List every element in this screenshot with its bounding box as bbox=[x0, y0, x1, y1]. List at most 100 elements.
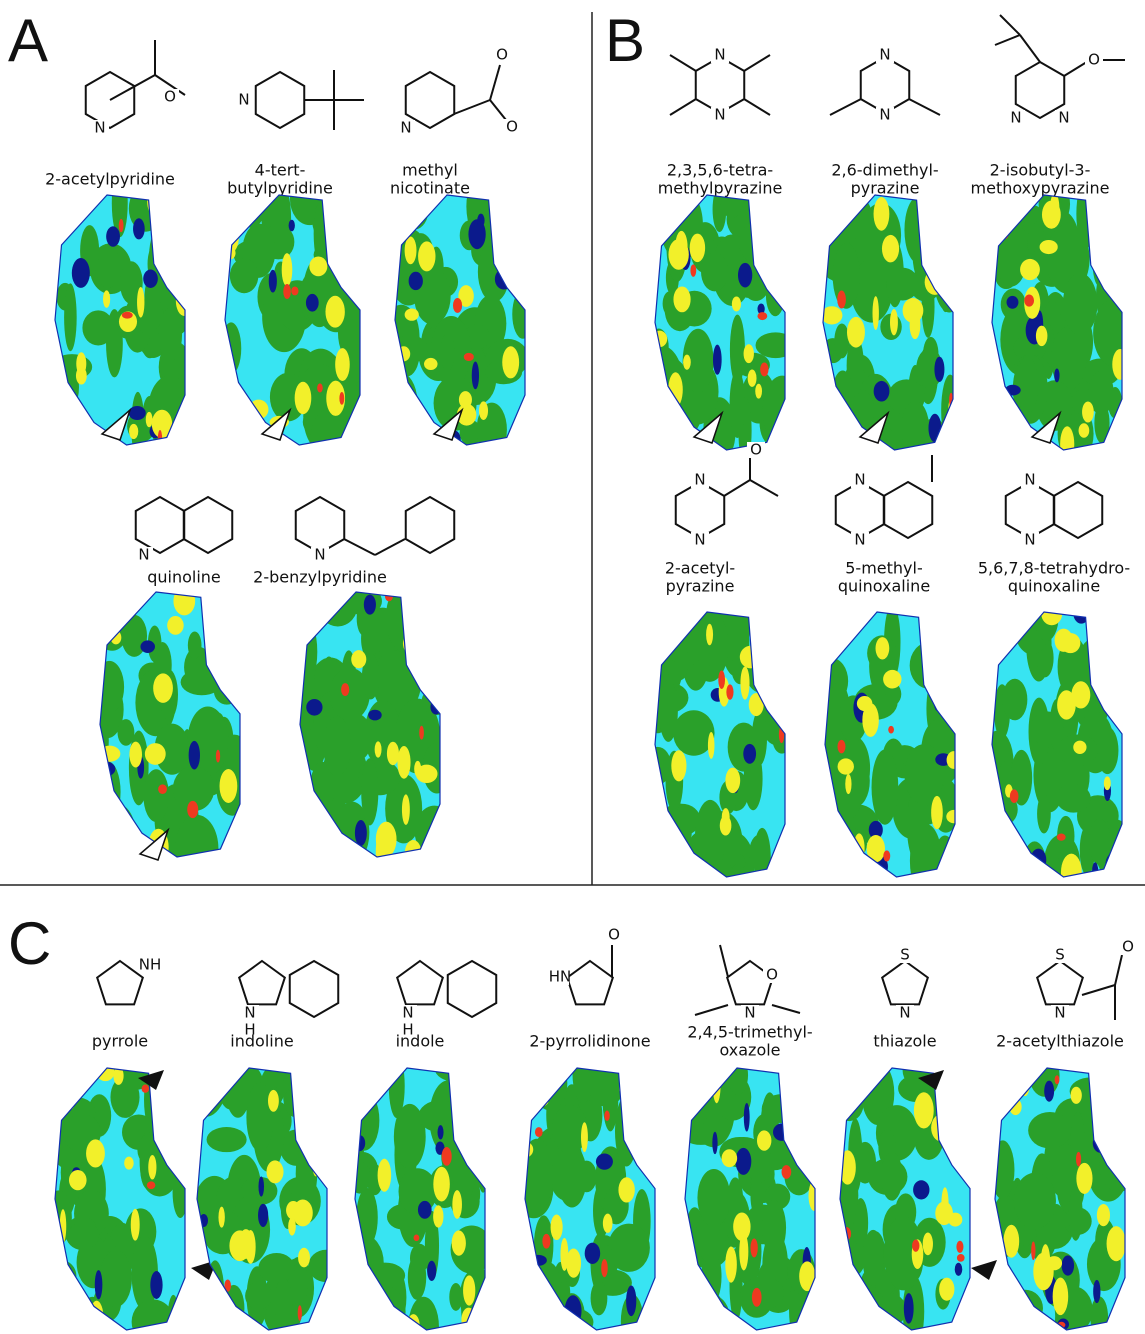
heatmap-patch bbox=[72, 258, 90, 288]
heatmap-patch bbox=[972, 837, 1016, 879]
heatmap-patch bbox=[760, 641, 775, 658]
heatmap-patch bbox=[142, 1085, 150, 1093]
heatmap-patch bbox=[317, 383, 323, 392]
heatmap-patch bbox=[881, 1152, 903, 1200]
heatmap-patch bbox=[419, 726, 424, 740]
heatmap-patch bbox=[697, 1169, 730, 1227]
heatmap-patch bbox=[421, 428, 431, 443]
bond bbox=[490, 65, 500, 100]
heatmap-patch bbox=[414, 1235, 420, 1242]
atom-label: N bbox=[694, 531, 705, 549]
heatmap-patch bbox=[1105, 852, 1123, 879]
heatmap-patch bbox=[387, 742, 399, 765]
heatmap-patch bbox=[464, 353, 474, 361]
heatmap-patch bbox=[756, 611, 793, 666]
heatmap-patch bbox=[755, 384, 762, 399]
heatmap-patch bbox=[175, 1166, 182, 1178]
heatmap-patch bbox=[708, 732, 715, 759]
heatmap-patch bbox=[418, 1201, 432, 1219]
compound-name: 2-benzylpyridine bbox=[253, 568, 387, 587]
bond bbox=[1082, 985, 1115, 995]
heatmap-patch bbox=[658, 388, 666, 402]
heatmap-patch bbox=[95, 661, 124, 713]
compound-name: 2,3,5,6-tetra- bbox=[667, 161, 773, 180]
heatmap-patch bbox=[351, 235, 368, 257]
heatmap-patch bbox=[782, 1165, 792, 1179]
bond bbox=[670, 55, 696, 71]
heatmap-patch bbox=[129, 742, 142, 768]
heatmap-patch bbox=[239, 195, 244, 222]
bond bbox=[670, 99, 696, 115]
heatmap-patch bbox=[934, 688, 941, 710]
atom-label: N bbox=[1024, 471, 1035, 489]
heatmap-patch bbox=[757, 312, 767, 320]
heatmap-patch bbox=[407, 205, 414, 229]
heatmap-patch bbox=[683, 355, 691, 370]
compound-name: methyl bbox=[402, 161, 458, 180]
heatmap-patch bbox=[625, 1110, 640, 1140]
heatmap-patch bbox=[517, 1142, 533, 1158]
heatmap-patch bbox=[660, 400, 671, 419]
heatmap-patch bbox=[912, 1240, 919, 1252]
compound: NN5-methyl-quinoxaline bbox=[809, 455, 967, 898]
heatmap-patch bbox=[153, 673, 173, 703]
heatmap-patch bbox=[857, 696, 873, 711]
heatmap-patch bbox=[452, 1230, 466, 1255]
heatmap-patch bbox=[956, 1241, 963, 1253]
panel: ANO2-acetylpyridineN4-tert-butylpyridine… bbox=[8, 7, 542, 882]
heatmap-fill bbox=[185, 1042, 344, 1334]
heatmap-patch bbox=[890, 309, 898, 335]
heatmap-patch bbox=[733, 1212, 750, 1241]
heatmap-patch bbox=[914, 1092, 934, 1128]
heatmap-patch bbox=[95, 761, 121, 822]
heatmap-patch bbox=[402, 794, 410, 824]
heatmap-patch bbox=[826, 1274, 854, 1307]
heatmap-patch bbox=[189, 741, 200, 770]
heatmap-patch bbox=[167, 616, 184, 635]
atom-label: O bbox=[608, 926, 620, 944]
heatmap-patch bbox=[414, 593, 435, 659]
heatmap-patch bbox=[930, 264, 940, 281]
heatmap-patch bbox=[736, 1148, 752, 1175]
heatmap-patch bbox=[283, 284, 291, 299]
heatmap-patch bbox=[315, 821, 326, 844]
heatmap-patch bbox=[581, 1122, 588, 1152]
heatmap-patch bbox=[643, 610, 677, 657]
heatmap-patch bbox=[1073, 741, 1086, 754]
heatmap-patch bbox=[1044, 1081, 1054, 1102]
heatmap-patch bbox=[219, 588, 241, 607]
heatmap-patch bbox=[168, 235, 200, 266]
heatmap-patch bbox=[821, 389, 830, 401]
heatmap-patch bbox=[831, 203, 849, 228]
atom-label: O bbox=[496, 46, 508, 64]
heatmap-patch bbox=[821, 600, 847, 638]
heatmap-patch bbox=[86, 1139, 105, 1167]
heatmap-patch bbox=[461, 1308, 475, 1332]
heatmap-patch bbox=[925, 269, 945, 294]
heatmap-patch bbox=[991, 1140, 1015, 1199]
heatmap bbox=[819, 195, 966, 465]
ring bbox=[882, 961, 928, 1004]
ring bbox=[97, 961, 143, 1004]
heatmap-patch bbox=[122, 312, 133, 319]
heatmap-patch bbox=[432, 628, 443, 663]
compound: N2-benzylpyridine bbox=[253, 497, 460, 869]
heatmap-patch bbox=[202, 1306, 211, 1334]
heatmap-patch bbox=[175, 815, 218, 882]
heatmap-patch bbox=[158, 784, 167, 794]
heatmap-patch bbox=[1071, 681, 1090, 708]
compound-name: indole bbox=[396, 1032, 445, 1051]
atom-label: O bbox=[1122, 938, 1134, 956]
heatmap-patch bbox=[903, 298, 924, 323]
heatmap-patch bbox=[217, 593, 228, 619]
heatmap-patch bbox=[923, 1233, 933, 1256]
compound-name: quinoxaline bbox=[1008, 577, 1100, 596]
heatmap-patch bbox=[405, 237, 417, 265]
heatmap-patch bbox=[64, 283, 77, 351]
heatmap-patch bbox=[637, 412, 674, 471]
heatmap-patch bbox=[739, 219, 782, 265]
heatmap-patch bbox=[188, 631, 202, 659]
atom-label: N bbox=[879, 106, 890, 124]
bond bbox=[909, 99, 940, 115]
